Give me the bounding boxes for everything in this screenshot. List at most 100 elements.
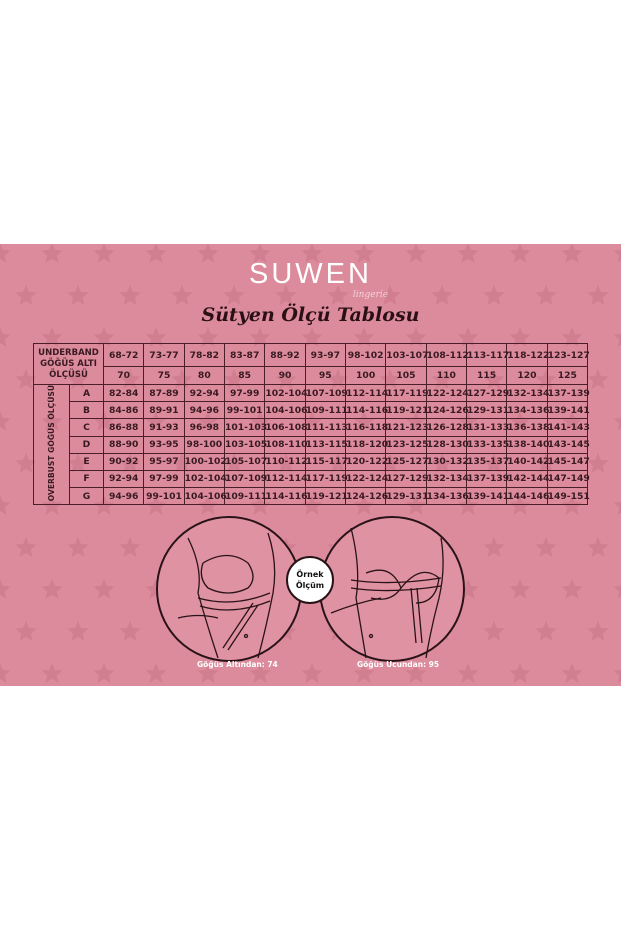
star-shape: [67, 537, 89, 557]
star-shape: [197, 327, 219, 347]
star-shape: [197, 495, 219, 515]
band-size: 120: [506, 366, 548, 385]
caption-underbust: Göğüs Altından: 74: [197, 660, 278, 669]
table-cell: 136-138: [506, 418, 549, 437]
table-cell: 82-84: [102, 383, 145, 403]
table-cell: 104-106: [264, 401, 307, 420]
star-shape: [249, 663, 271, 683]
size-table: UNDERBAND GÖĞÜS ALTI ÖLÇÜSÜ 68-72 73-77 78-82…: [33, 343, 590, 506]
underband-range: 73-77: [143, 343, 185, 367]
table-cell: 140-142: [506, 452, 549, 471]
table-cell: 127-129: [465, 383, 509, 403]
star-shape: [613, 670, 621, 683]
star-shape: [457, 244, 479, 263]
table-cell: 99-101: [143, 487, 185, 506]
star-shape: [15, 285, 37, 305]
table-cell: 137-139: [465, 469, 509, 489]
star-shape: [613, 334, 621, 347]
table-cell: 132-134: [506, 383, 549, 403]
table-cell: 99-101: [223, 401, 266, 420]
table-cell: 97-99: [223, 383, 266, 403]
table-cell: 128-130: [425, 435, 469, 454]
star-shape: [457, 495, 479, 515]
band-size: 110: [425, 366, 467, 385]
table-cell: 94-96: [102, 487, 145, 506]
table-cell: 98-100: [183, 435, 225, 454]
table-cell: 130-132: [425, 452, 469, 471]
table-cell: 124-126: [425, 401, 469, 420]
table-cell: 141-143: [546, 418, 590, 437]
star-shape: [119, 621, 141, 641]
table-cell: 118-120: [344, 435, 388, 454]
star-shape: [509, 327, 531, 347]
star-shape: [509, 244, 531, 263]
table-cell: 125-127: [385, 452, 428, 471]
star-shape: [509, 495, 531, 515]
star-shape: [587, 537, 609, 557]
star-shape: [613, 250, 621, 263]
star-shape: [197, 663, 219, 683]
cup-label: A: [69, 383, 104, 403]
chart-title: Sütyen Ölçü Tablosu: [201, 304, 420, 326]
overbust-label-cell: OVERBUST GÖĞÜS ÖLÇÜSÜ: [33, 383, 70, 506]
underband-range: 113-117: [465, 343, 509, 367]
corner-line: GÖĞÜS ALTI: [40, 358, 97, 369]
star-shape: [67, 621, 89, 641]
table-cell: 134-136: [425, 487, 469, 506]
table-cell: 105-107: [223, 452, 267, 471]
band-size: 105: [385, 366, 427, 385]
star-shape: [41, 663, 63, 683]
table-cell: 142-144: [506, 469, 549, 489]
star-shape: [405, 327, 427, 347]
star-shape: [561, 495, 583, 515]
star-shape: [327, 285, 349, 305]
band-size: 100: [344, 366, 387, 385]
table-cell: 109-111: [304, 401, 348, 420]
table-row: C 86-88 91-93 96-98 101-103 106-108 111-113 116…: [34, 418, 590, 437]
star-shape: [15, 537, 37, 557]
table-cell: 106-108: [264, 418, 307, 437]
underbust-illustration: [156, 516, 302, 662]
table-cell: 129-131: [385, 487, 428, 506]
star-shape: [0, 495, 11, 515]
star-shape: [587, 285, 609, 305]
star-shape: [93, 244, 115, 263]
star-shape: [405, 495, 427, 515]
star-shape: [301, 495, 323, 515]
table-row: F 92-94 97-99 102-104 107-109 112-114 117-119 1…: [34, 469, 590, 489]
table-cell: 89-91: [143, 401, 185, 420]
table-cell: 107-109: [223, 469, 267, 489]
table-cell: 117-119: [304, 469, 348, 489]
underband-range: 78-82: [183, 343, 225, 367]
star-shape: [145, 663, 167, 683]
cup-label: B: [69, 401, 104, 420]
star-shape: [145, 327, 167, 347]
caption-overbust: Göğüs Ucundan: 95: [357, 660, 440, 669]
star-shape: [405, 663, 427, 683]
star-shape: [0, 327, 11, 347]
table-cell: 93-95: [143, 435, 185, 454]
star-shape: [15, 369, 37, 389]
table-cell: 95-97: [143, 452, 185, 471]
cup-label: G: [69, 487, 104, 506]
star-shape: [0, 579, 11, 599]
corner-line: ÖLÇÜSÜ: [49, 369, 88, 380]
star-shape: [457, 327, 479, 347]
corner-line: UNDERBAND: [38, 347, 99, 358]
star-shape: [535, 621, 557, 641]
table-cell: 127-129: [385, 469, 428, 489]
table-cell: 102-104: [264, 383, 307, 403]
star-shape: [535, 285, 557, 305]
star-shape: [249, 327, 271, 347]
star-shape: [145, 244, 167, 263]
star-shape: [197, 244, 219, 263]
table-cell: 112-114: [264, 469, 307, 489]
cup-label: E: [69, 452, 104, 471]
band-size: 115: [465, 366, 508, 385]
brand-logo: SUWEN: [249, 258, 372, 290]
band-size: 80: [183, 366, 225, 385]
cup-label: F: [69, 469, 104, 489]
underband-range: 118-122: [506, 343, 549, 367]
table-cell: 84-86: [102, 401, 145, 420]
badge-line-2: Ölçüm: [295, 581, 325, 590]
